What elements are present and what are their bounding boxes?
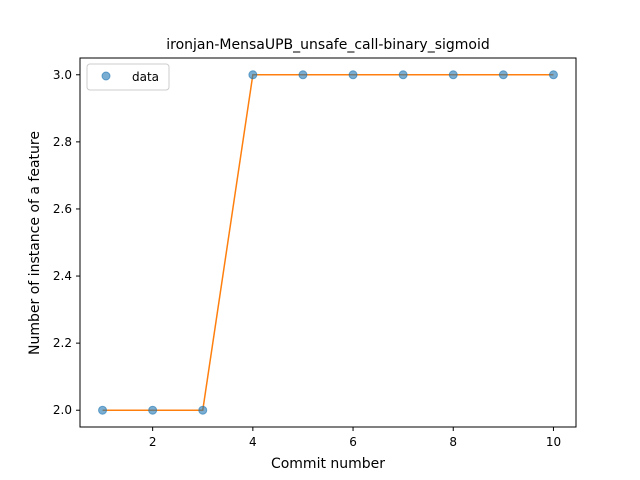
y-tick-label: 2.2: [53, 336, 72, 350]
x-tick-label: 8: [449, 435, 457, 449]
y-tick-label: 3.0: [53, 68, 72, 82]
data-point: [198, 405, 208, 415]
data-point: [548, 70, 558, 80]
x-tick-label: 2: [149, 435, 157, 449]
data-point: [448, 70, 458, 80]
y-tick-label: 2.8: [53, 135, 72, 149]
series-line: [102, 74, 554, 411]
chart-title: ironjan-MensaUPB_unsafe_call-binary_sigm…: [166, 37, 490, 53]
plot-frame: [79, 57, 577, 428]
y-axis-label: Number of instance of a feature: [27, 131, 43, 355]
fit-line: [102, 74, 554, 411]
y-axis: 2.0 2.2 2.4 2.6 2.8 3.0: [53, 68, 80, 417]
data-point: [98, 405, 108, 415]
y-tick-label: 2.6: [53, 202, 72, 216]
legend: data: [86, 63, 170, 91]
data-point: [248, 70, 258, 80]
y-tick-label: 2.4: [53, 269, 72, 283]
x-tick-label: 6: [349, 435, 357, 449]
data-point: [348, 70, 358, 80]
x-tick-label: 4: [249, 435, 257, 449]
legend-label: data: [132, 70, 159, 84]
legend-box: [86, 63, 170, 91]
plot-area: [80, 58, 576, 427]
data-point: [148, 405, 158, 415]
x-axis-label: Commit number: [271, 456, 385, 472]
data-point: [498, 70, 508, 80]
data-point: [298, 70, 308, 80]
x-axis: 2 4 6 8 10: [149, 427, 561, 449]
x-tick-label: 10: [546, 435, 561, 449]
data-point: [398, 70, 408, 80]
series-points: [98, 70, 558, 415]
y-tick-label: 2.0: [53, 403, 72, 417]
legend-marker: [101, 71, 111, 81]
